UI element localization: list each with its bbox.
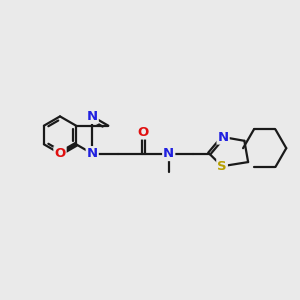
Text: S: S xyxy=(217,160,227,173)
Text: N: N xyxy=(218,130,229,144)
Text: N: N xyxy=(87,147,98,160)
Text: O: O xyxy=(54,147,66,160)
Text: N: N xyxy=(87,110,98,123)
Text: O: O xyxy=(138,125,149,139)
Text: N: N xyxy=(163,147,174,160)
